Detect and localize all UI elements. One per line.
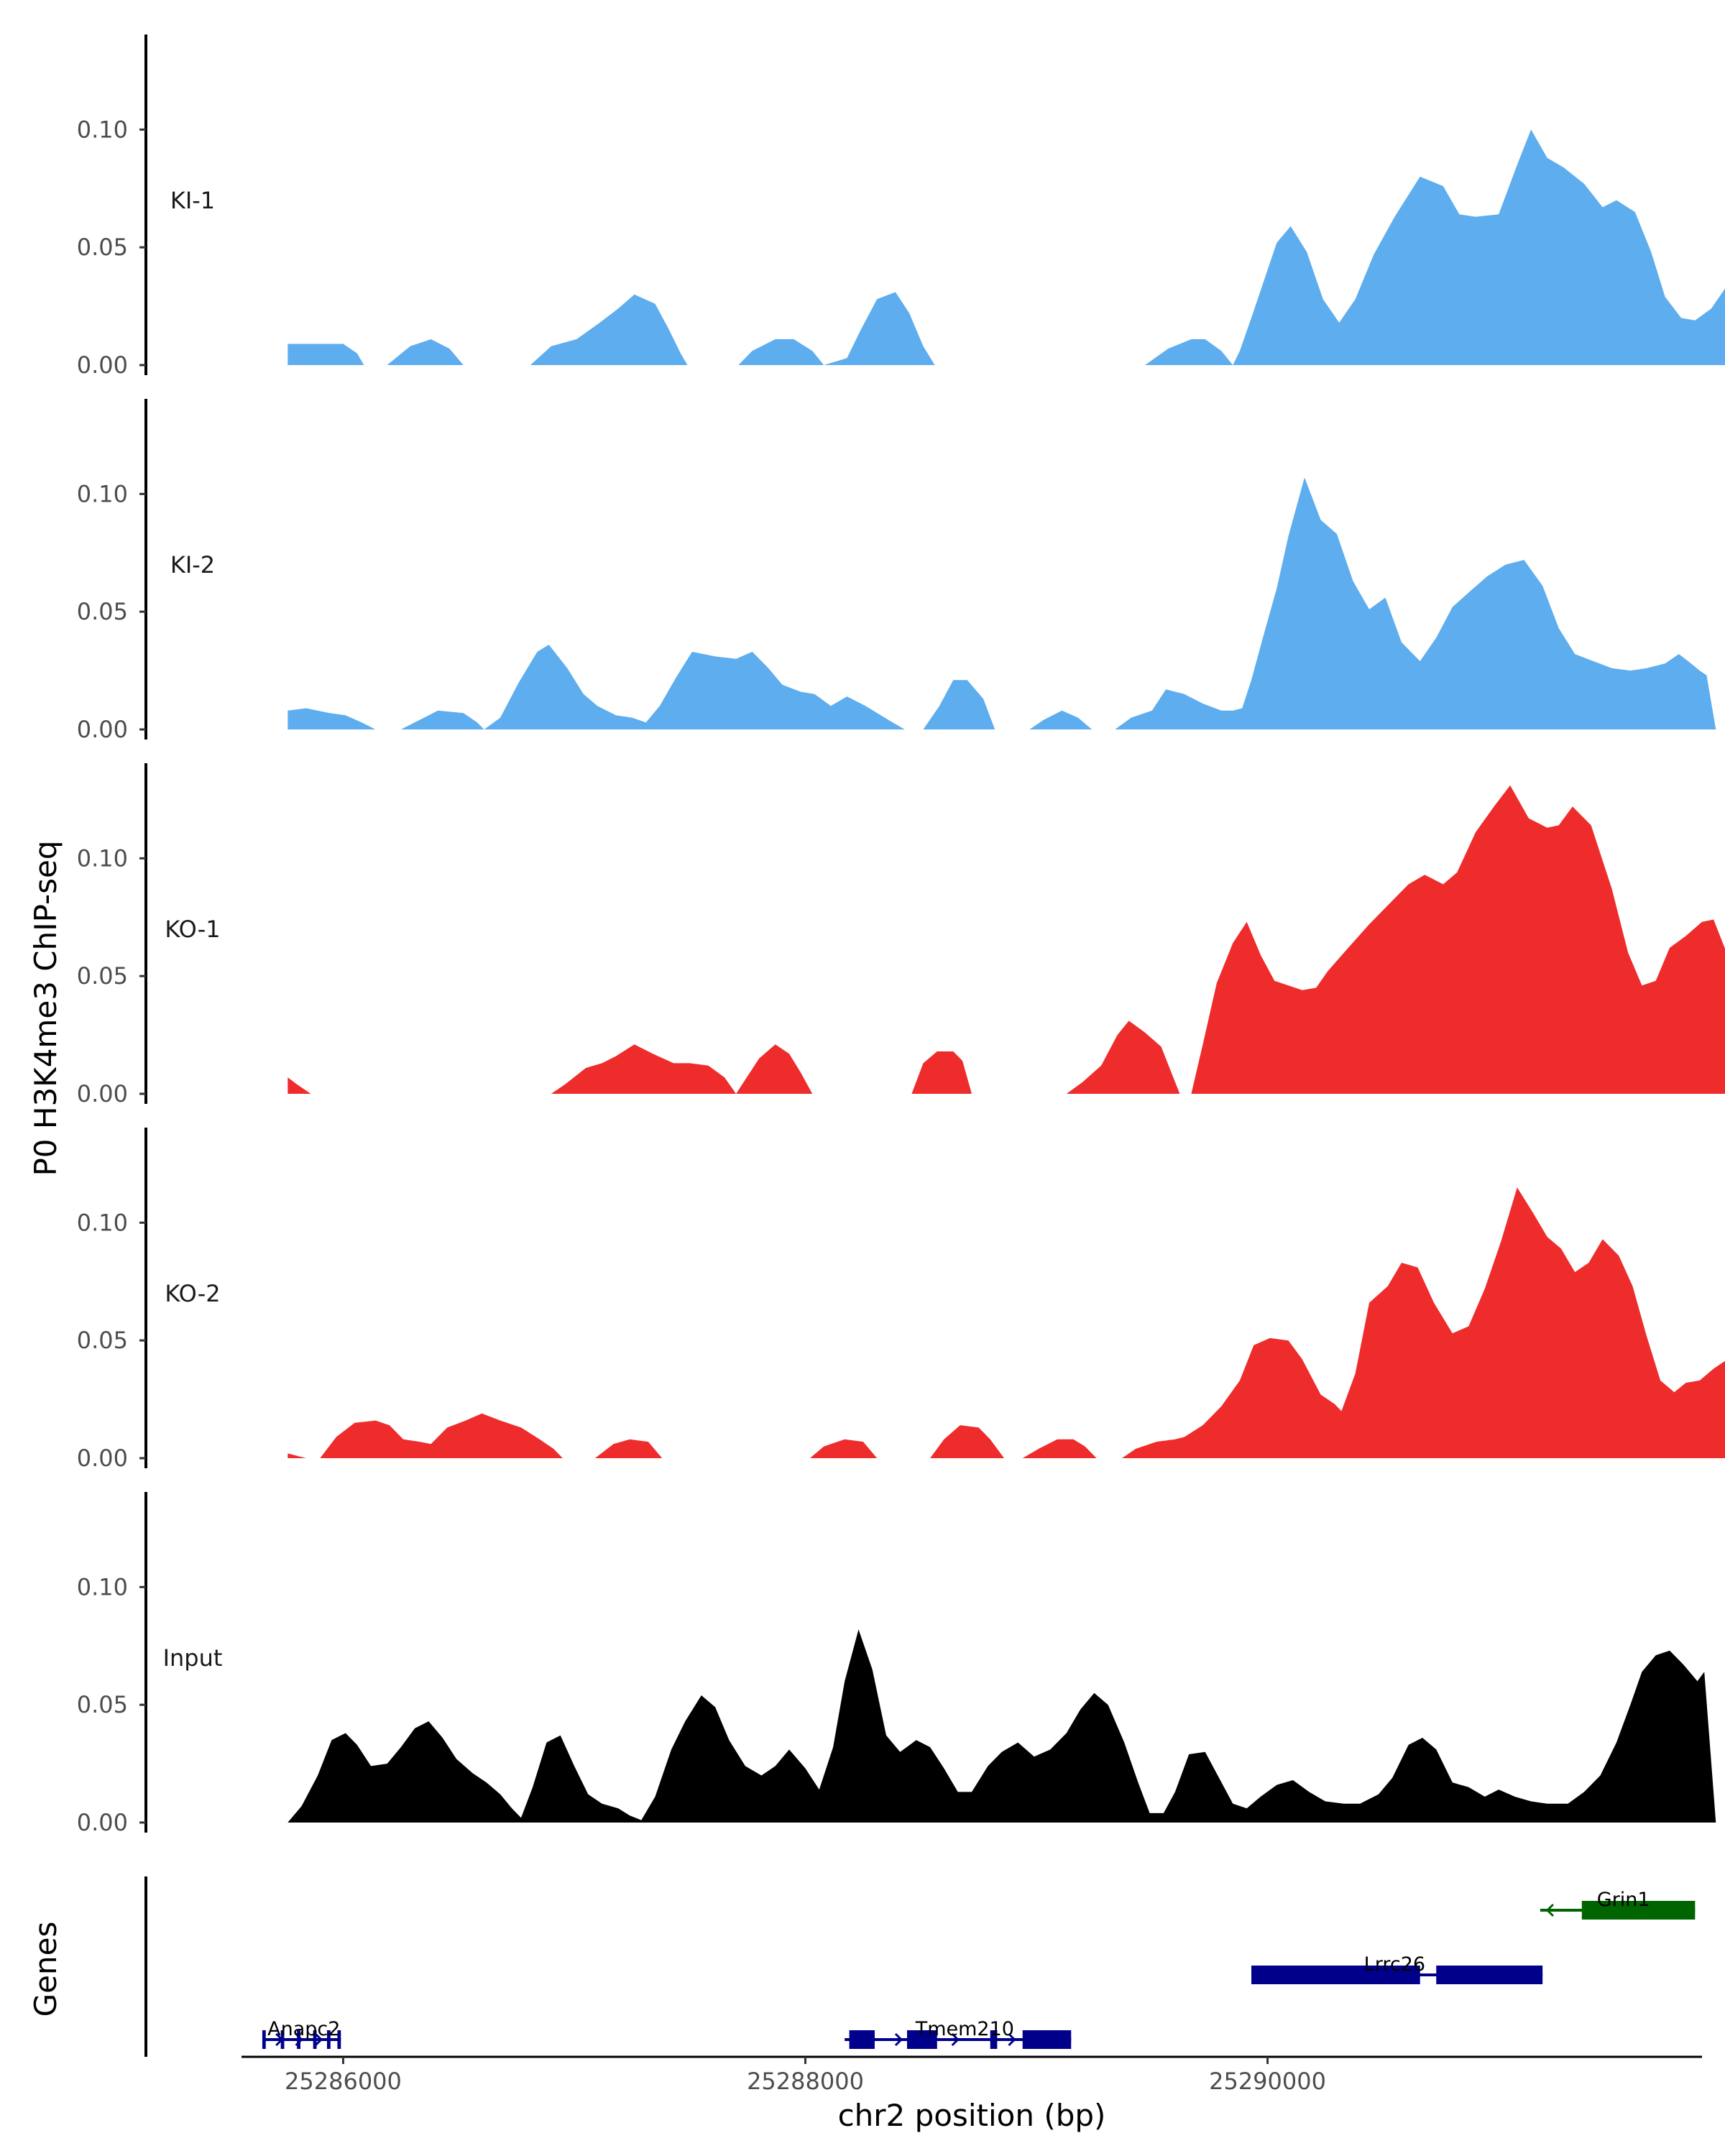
panel-ki-2: 0.00 0.05 0.10 KI-2 xyxy=(77,399,1716,743)
gene-anapc2: Anapc2 xyxy=(262,2018,341,2049)
y-tick-label: 0.10 xyxy=(77,844,128,872)
strand-arrow xyxy=(951,2032,960,2047)
gene-label: Anapc2 xyxy=(267,2018,340,2040)
coverage-area-input xyxy=(288,1629,1716,1823)
y-tick-label: 0.05 xyxy=(77,962,128,990)
y-tick-label: 0.05 xyxy=(77,1691,128,1718)
gene-exon xyxy=(262,2030,266,2049)
y-tick-label: 0.10 xyxy=(77,116,128,143)
gene-label: Lrrc26 xyxy=(1364,1953,1425,1976)
gene-tmem210: Tmem210 xyxy=(845,2018,1072,2049)
y-tick-label: 0.05 xyxy=(77,234,128,261)
strand-arrow xyxy=(1390,1968,1399,1982)
gene-exon xyxy=(326,2030,331,2049)
gene-label: Grin1 xyxy=(1597,1889,1650,1911)
panel-ko-1: 0.00 0.05 0.10 KO-1 xyxy=(77,763,1725,1107)
y-tick-label: 0.05 xyxy=(77,1327,128,1354)
y-tick-label: 0.00 xyxy=(77,351,128,379)
x-axis: 25286000 25288000 25290000 chr2 position (… xyxy=(242,2055,1702,2133)
track-label: KI-1 xyxy=(170,187,215,214)
y-tick-label: 0.00 xyxy=(77,1809,128,1836)
strand-arrow xyxy=(1463,1968,1471,1982)
y-axis-title: P0 H3K4me3 ChIP-seq xyxy=(28,840,63,1176)
track-label: KO-2 xyxy=(165,1280,220,1307)
gene-exon xyxy=(990,2030,998,2049)
signal-panels: 0.00 0.05 0.10 KI-1 0.00 0.05 0.10 KI-2 0.00 0.05… xyxy=(77,34,1725,1836)
gene-exon xyxy=(1436,1966,1543,1984)
gene-exon xyxy=(297,2030,300,2049)
x-axis-title: chr2 position (bp) xyxy=(838,2098,1106,2133)
x-tick-label: 25288000 xyxy=(747,2068,864,2095)
y-tick-label: 0.10 xyxy=(77,1209,128,1236)
gene-models: Anapc2 Tmem210 Lrrc26 Grin1 xyxy=(262,1889,1696,2049)
track-label: KO-1 xyxy=(165,916,220,943)
x-tick-label: 25290000 xyxy=(1209,2068,1326,2095)
track-label: Input xyxy=(163,1644,223,1672)
gene-grin1: Grin1 xyxy=(1540,1889,1696,1920)
y-tick-label: 0.05 xyxy=(77,598,128,625)
gene-exon xyxy=(1581,1901,1696,1920)
gene-track-label: Genes xyxy=(28,1922,63,2017)
track-label: KI-2 xyxy=(170,551,215,579)
strand-arrow xyxy=(1008,2032,1016,2047)
y-tick-label: 0.10 xyxy=(77,480,128,507)
panel-ko-2: 0.00 0.05 0.10 KO-2 xyxy=(77,1128,1725,1472)
gene-exon xyxy=(1022,2030,1072,2049)
coverage-area-ki-1 xyxy=(288,129,1725,365)
gene-exon xyxy=(849,2030,875,2049)
gene-track: Genes Anapc2 Tmem210 Lrrc26 Grin1 xyxy=(28,1876,1696,2057)
coverage-area-ko-1 xyxy=(288,785,1725,1094)
panel-ki-1: 0.00 0.05 0.10 KI-1 xyxy=(77,34,1725,379)
y-tick-label: 0.00 xyxy=(77,1080,128,1107)
strand-arrow xyxy=(295,2032,303,2047)
gene-lrrc26: Lrrc26 xyxy=(1251,1953,1543,1984)
coverage-area-ki-2 xyxy=(288,477,1716,729)
y-tick-label: 0.00 xyxy=(77,716,128,743)
strand-arrow xyxy=(314,2032,323,2047)
gene-label: Tmem210 xyxy=(915,2018,1014,2040)
x-tick-label: 25286000 xyxy=(285,2068,402,2095)
strand-arrow xyxy=(894,2032,903,2047)
y-tick-label: 0.00 xyxy=(77,1445,128,1472)
coverage-area-ko-2 xyxy=(288,1187,1725,1458)
strand-arrow xyxy=(1317,1968,1326,1982)
gene-exon xyxy=(906,2030,937,2049)
gene-exon xyxy=(337,2030,341,2049)
panel-input: 0.00 0.05 0.10 Input xyxy=(77,1492,1716,1836)
gene-exon xyxy=(313,2030,317,2049)
strand-arrow xyxy=(1545,1903,1555,1917)
y-tick-label: 0.10 xyxy=(77,1573,128,1600)
strand-arrow xyxy=(275,2032,284,2047)
